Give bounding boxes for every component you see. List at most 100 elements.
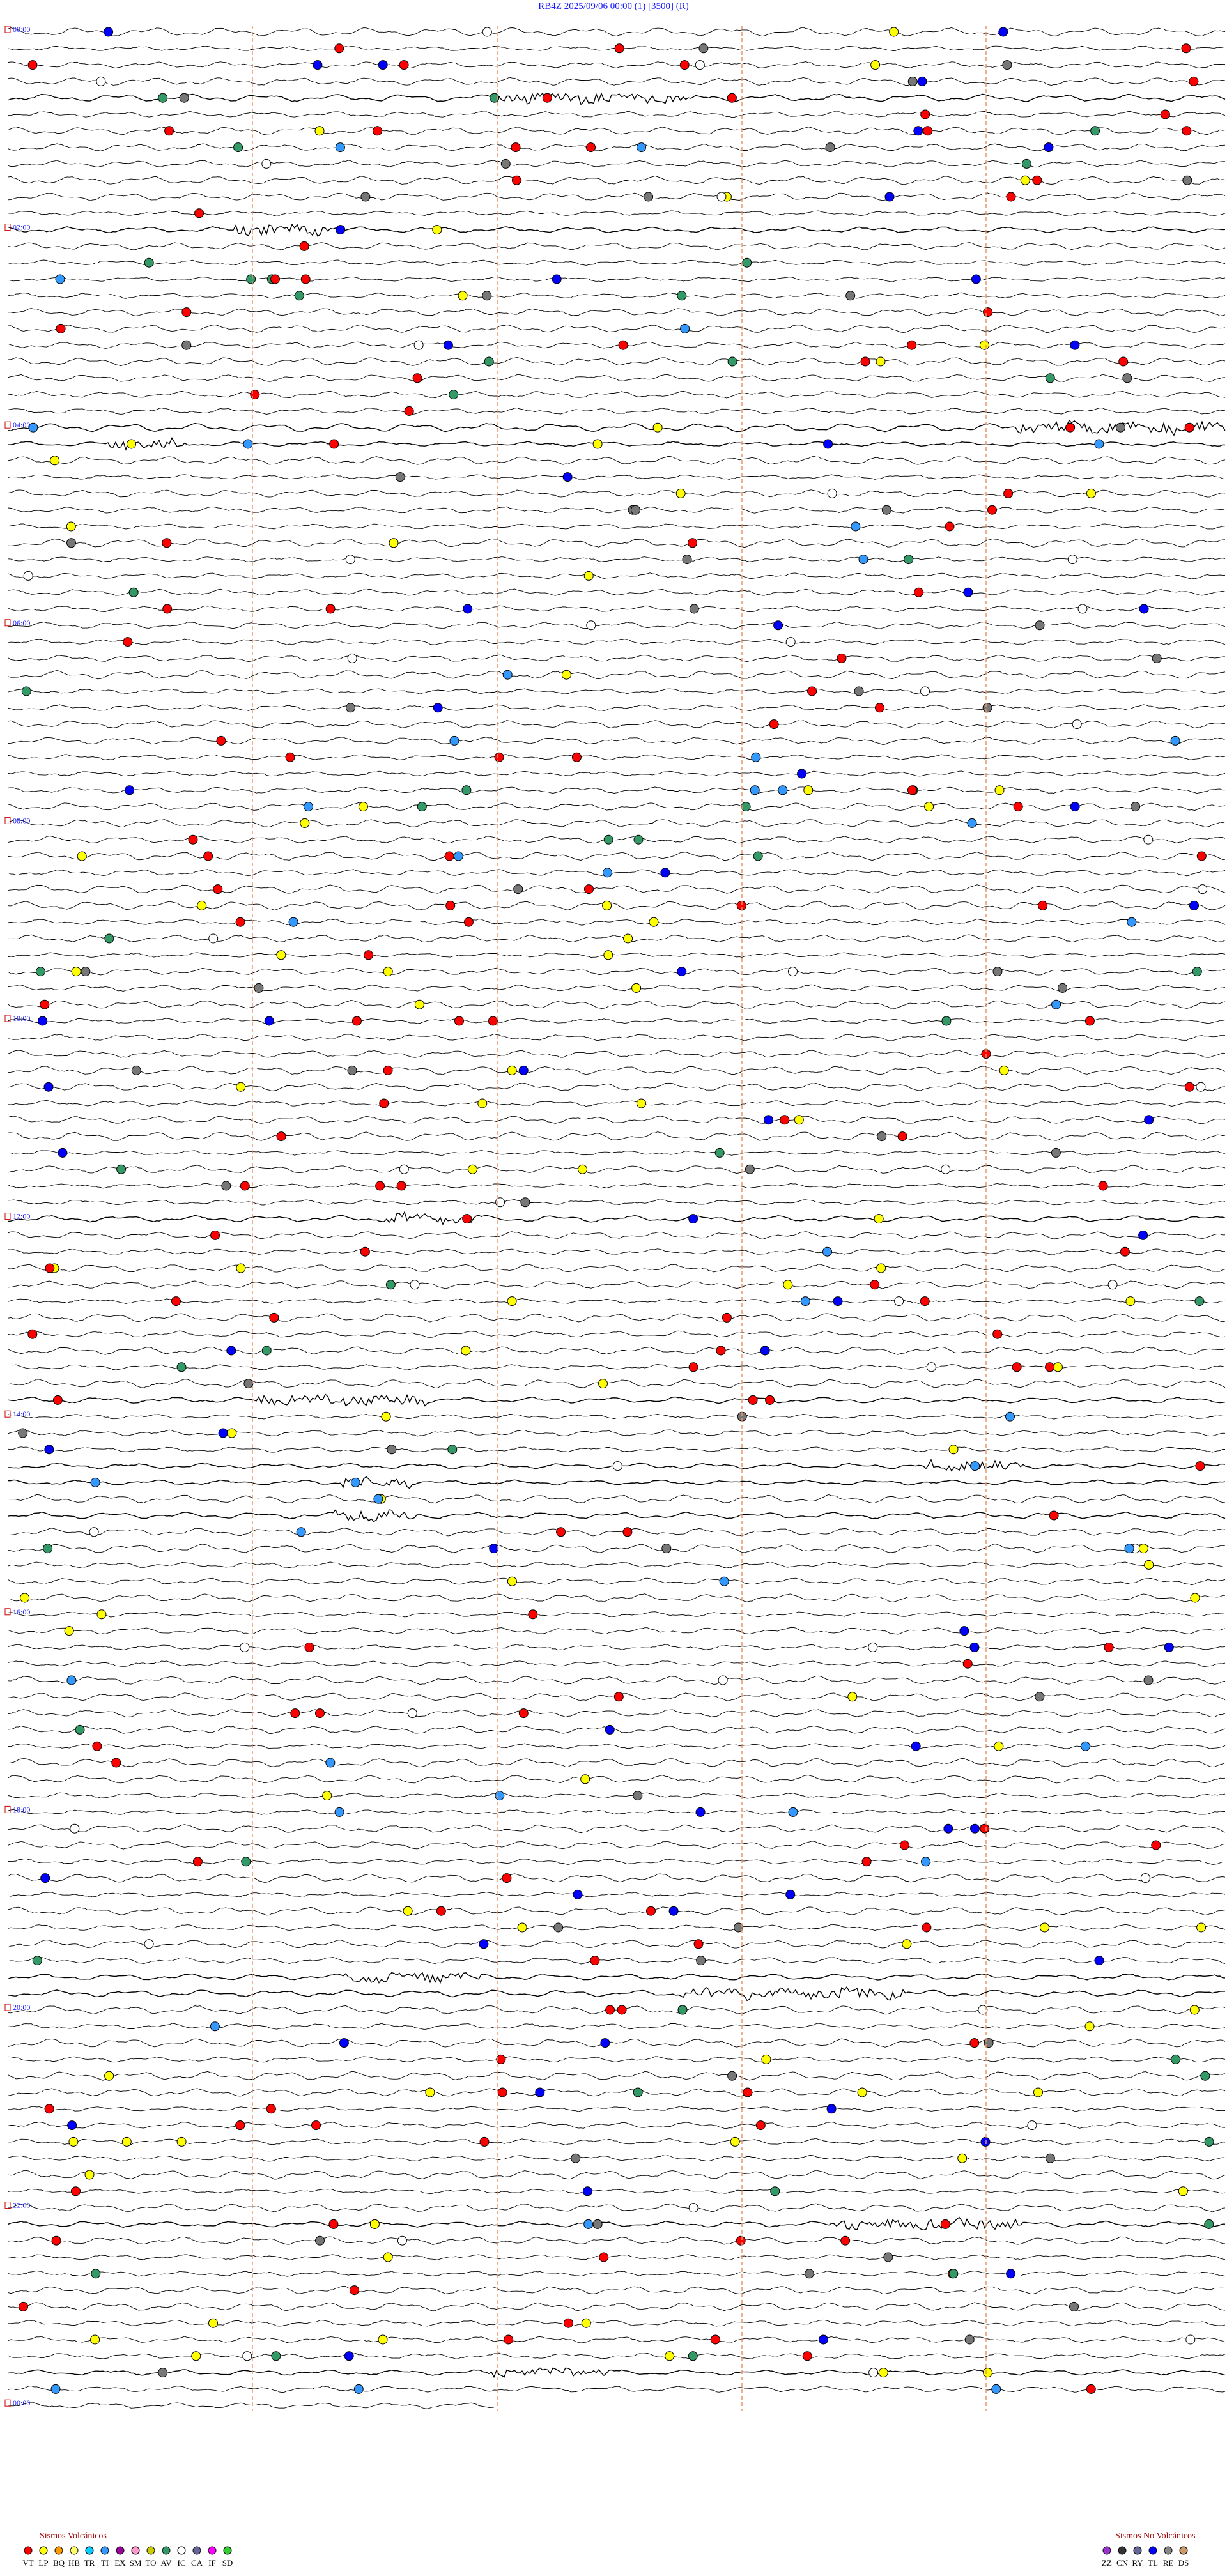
trace [8,192,1226,201]
event-marker [1181,43,1191,54]
event-marker [296,1527,306,1537]
event-marker [1094,439,1104,449]
event-marker [1027,2120,1037,2131]
event-marker [104,933,114,944]
event-marker [1005,1411,1015,1422]
event-marker [556,1527,566,1537]
trace [8,1743,1226,1749]
event-marker [243,1379,254,1389]
legend-label: TO [145,2558,156,2568]
event-marker [580,1774,590,1784]
trace [8,2203,1226,2212]
event-marker [649,917,659,927]
event-marker [802,2351,812,2361]
trace [8,1644,1226,1651]
event-marker [722,1312,732,1322]
event-marker [743,2087,753,2097]
trace [8,2302,1226,2312]
event-marker [980,340,989,350]
trace [8,2121,1226,2129]
trace [8,901,1226,910]
time-label-box [4,1608,11,1616]
event-marker [123,637,133,647]
event-marker [992,967,1003,977]
event-marker [957,2153,968,2163]
event-marker [734,1922,744,1933]
event-marker [203,851,213,861]
event-marker [665,2351,675,2361]
event-marker [785,637,796,647]
event-marker [769,719,779,730]
event-marker [875,703,884,713]
event-marker [125,785,135,795]
event-marker [719,1576,729,1586]
event-marker [1200,2071,1210,2081]
event-marker [378,2334,388,2345]
event-marker [1185,2334,1196,2345]
event-marker [897,1131,907,1142]
trace [8,869,1226,877]
event-marker [600,2038,610,2048]
event-marker [162,538,172,548]
trace [8,670,1226,680]
event-marker [878,2368,888,2378]
event-marker [969,2038,980,2048]
event-marker [716,1346,726,1356]
event-marker [971,274,981,284]
event-marker [433,703,443,713]
trace [8,2155,1226,2162]
event-marker [511,142,521,153]
event-marker [748,1395,758,1405]
event-marker [276,950,286,960]
event-marker [1182,175,1192,185]
event-marker [477,1098,488,1108]
trace [8,2270,1226,2277]
event-marker [462,1214,472,1224]
legend-label: TL [1148,2558,1158,2568]
event-marker [637,142,646,153]
event-marker [1204,2219,1214,2229]
event-marker [116,1164,127,1174]
trace [8,1330,1226,1338]
event-marker [582,2186,592,2196]
event-marker [144,257,154,268]
event-marker [44,1445,54,1455]
time-label: 00:00 [13,2398,30,2407]
event-marker [1044,142,1054,153]
event-marker [542,93,552,103]
event-marker [360,192,371,202]
event-marker [176,2136,187,2147]
event-marker [350,1477,360,1487]
event-marker [941,1016,952,1026]
event-marker [1140,1873,1150,1883]
trace [8,572,1225,579]
event-marker [1116,422,1125,433]
event-marker [1094,1956,1104,1966]
event-marker [727,93,737,103]
trace [8,1675,1226,1685]
legend-swatch [192,2546,201,2555]
event-marker [1086,2384,1096,2394]
event-marker [197,900,207,910]
trace [8,638,1226,645]
event-marker [730,2136,740,2147]
trace [8,1906,1226,1916]
event-marker [1045,2153,1055,2163]
trace [8,1248,1225,1255]
event-marker [96,76,106,86]
event-marker [463,604,473,614]
event-marker [325,604,336,614]
trace [8,1726,1226,1735]
event-marker [907,76,918,86]
event-marker [315,2235,325,2246]
event-marker [677,967,687,977]
event-marker [552,274,562,284]
event-marker [1021,158,1031,169]
trace [8,1528,1226,1537]
event-marker [504,2334,514,2345]
trace [8,1956,1226,1965]
event-marker [825,142,835,153]
legend-label: TR [84,2558,95,2568]
